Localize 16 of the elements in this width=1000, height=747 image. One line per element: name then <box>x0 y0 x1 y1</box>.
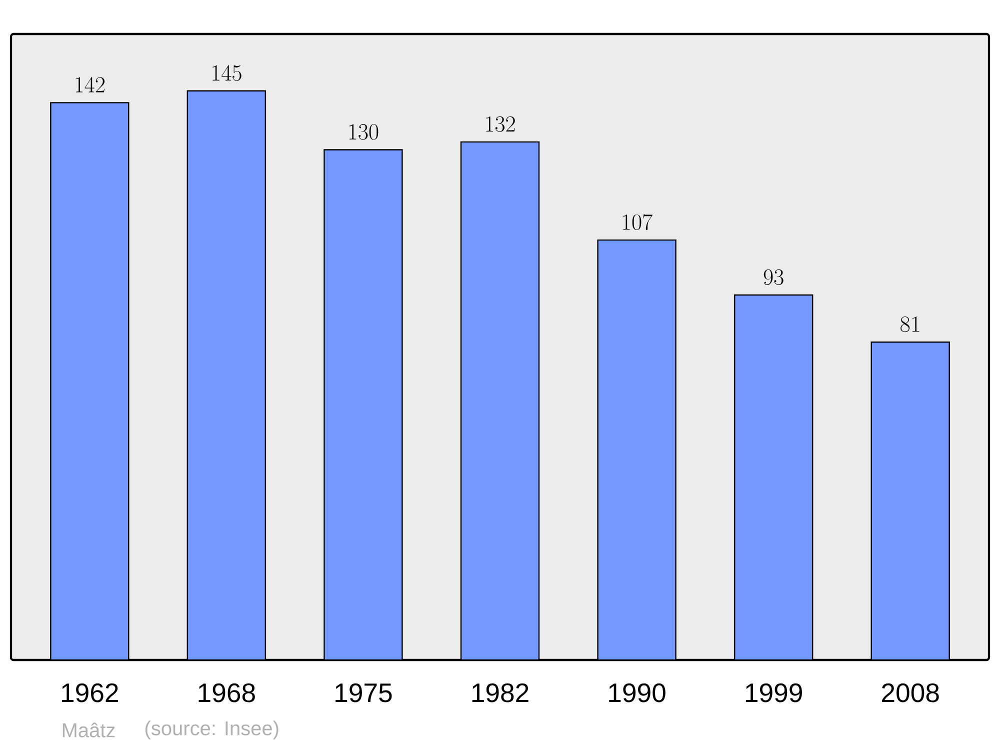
data-label: 107 <box>622 214 652 230</box>
x-tick-label: 1990 <box>609 683 666 702</box>
x-tick-label: 1975 <box>336 683 392 702</box>
x-tick-label: 1999 <box>746 683 802 702</box>
x-tick-label: 2008 <box>882 683 939 702</box>
text: (source: Insee) <box>146 720 278 740</box>
x-tick-label: 1962 <box>62 683 118 702</box>
data-label: 132 <box>486 116 515 132</box>
data-label: 142 <box>76 76 105 92</box>
data-label: 145 <box>212 65 242 81</box>
data-label: 81 <box>900 316 920 332</box>
text: Maâtz <box>62 722 115 738</box>
x-tick-label: 1982 <box>472 683 528 702</box>
x-tick-label: 1968 <box>198 683 255 702</box>
data-label: 93 <box>764 269 784 285</box>
data-label: 130 <box>349 124 378 140</box>
